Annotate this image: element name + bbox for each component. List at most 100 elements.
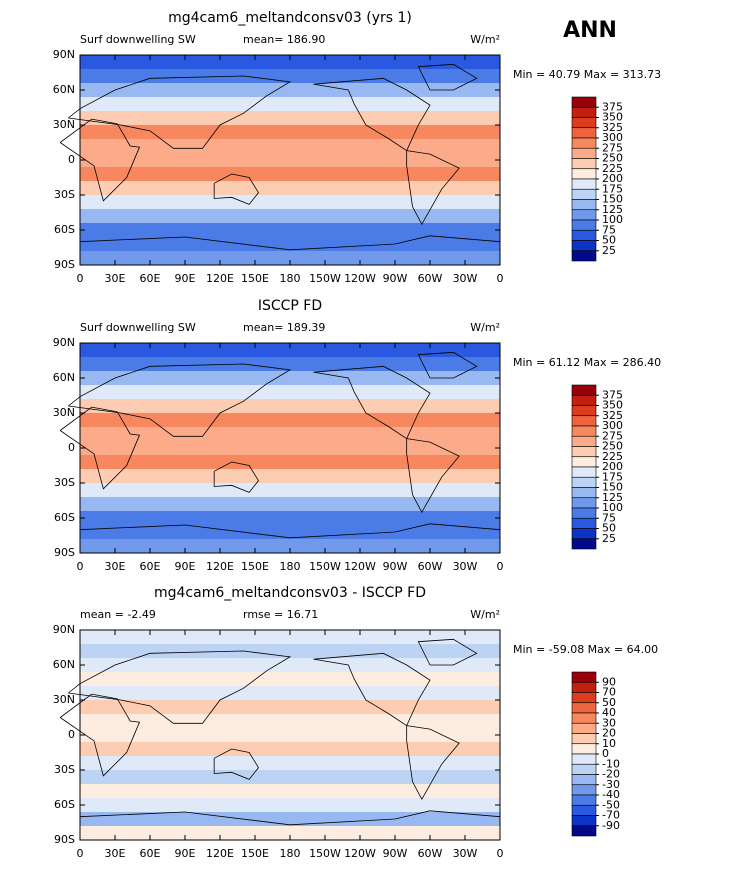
lat-label: 60S bbox=[54, 223, 75, 236]
lon-label: 60W bbox=[418, 272, 443, 285]
colorbar-label: 90 bbox=[602, 675, 616, 688]
lat-label: 90S bbox=[54, 258, 75, 271]
colorbar-label: 175 bbox=[602, 470, 623, 483]
panel-center-label: rmse = 16.71 bbox=[243, 608, 318, 621]
coastline bbox=[59, 406, 141, 490]
colorbar-label: 50 bbox=[602, 234, 616, 247]
lon-label: 30E bbox=[105, 560, 126, 573]
colorbar-box bbox=[571, 804, 597, 816]
colorbar-box bbox=[571, 209, 597, 221]
colorbar-box bbox=[571, 733, 597, 745]
colorbar-label: 200 bbox=[602, 172, 623, 185]
map-band bbox=[80, 658, 500, 673]
panel-left-label: Surf downwelling SW bbox=[80, 33, 196, 46]
lon-label: 90E bbox=[175, 272, 196, 285]
lat-label: 90N bbox=[53, 48, 75, 61]
lon-label: 90E bbox=[175, 847, 196, 860]
coastline bbox=[406, 725, 460, 800]
colorbar-label: 30 bbox=[602, 716, 616, 729]
colorbar-label: -90 bbox=[602, 819, 620, 832]
colorbar-box bbox=[571, 487, 597, 499]
lon-label: 120W bbox=[344, 560, 376, 573]
coastline bbox=[59, 693, 141, 777]
lon-label: 150W bbox=[309, 560, 341, 573]
map-band bbox=[80, 153, 500, 168]
colorbar-box bbox=[571, 794, 597, 806]
colorbar-box bbox=[571, 178, 597, 190]
colorbar-box bbox=[571, 507, 597, 519]
colorbar-label: 0 bbox=[602, 747, 609, 760]
lon-label: 180 bbox=[280, 847, 301, 860]
colorbar-box bbox=[571, 722, 597, 734]
lon-label: 60E bbox=[140, 847, 161, 860]
colorbar-label: -70 bbox=[602, 809, 620, 822]
map-band bbox=[80, 223, 500, 238]
colorbar-label: 275 bbox=[602, 429, 623, 442]
lon-label: 60W bbox=[418, 847, 443, 860]
map-band bbox=[80, 209, 500, 224]
colorbar-box bbox=[571, 476, 597, 488]
colorbar-label: 75 bbox=[602, 223, 616, 236]
colorbar-box bbox=[571, 415, 597, 427]
lon-label: 90E bbox=[175, 560, 196, 573]
colorbar-label: 300 bbox=[602, 131, 623, 144]
colorbar-label: 100 bbox=[602, 501, 623, 514]
lon-label: 150E bbox=[241, 560, 269, 573]
colorbar-box bbox=[571, 229, 597, 241]
colorbar-box bbox=[571, 384, 597, 396]
lat-label: 60N bbox=[53, 658, 75, 671]
coastline bbox=[213, 461, 259, 493]
colorbar-box bbox=[571, 456, 597, 468]
min-max-label: Min = -59.08 Max = 64.00 bbox=[513, 643, 658, 656]
panel-left-label: mean = -2.49 bbox=[80, 608, 156, 621]
colorbar-label: 50 bbox=[602, 522, 616, 535]
colorbar-label: 125 bbox=[602, 491, 623, 504]
map-band bbox=[80, 83, 500, 98]
lon-label: 120E bbox=[206, 847, 234, 860]
map-band bbox=[80, 427, 500, 442]
map-band bbox=[80, 728, 500, 743]
map-band bbox=[80, 167, 500, 182]
colorbar-box bbox=[571, 538, 597, 550]
lon-label: 0 bbox=[77, 560, 84, 573]
colorbar-box bbox=[571, 446, 597, 458]
panel-title: ISCCP FD bbox=[258, 298, 322, 314]
lon-label: 120E bbox=[206, 272, 234, 285]
colorbar-box bbox=[571, 394, 597, 406]
coastline bbox=[79, 235, 501, 251]
map-band bbox=[80, 812, 500, 827]
colorbar-box bbox=[571, 815, 597, 827]
coastline bbox=[417, 63, 478, 91]
lat-label: 90S bbox=[54, 833, 75, 846]
units-label: W/m² bbox=[470, 321, 500, 334]
lon-label: 30W bbox=[453, 847, 478, 860]
coastline bbox=[59, 118, 141, 202]
lon-label: 150W bbox=[309, 847, 341, 860]
colorbar-label: -20 bbox=[602, 768, 620, 781]
colorbar-label: 225 bbox=[602, 450, 623, 463]
lon-label: 150E bbox=[241, 272, 269, 285]
colorbar-box bbox=[571, 497, 597, 509]
colorbar-box bbox=[571, 692, 597, 704]
colorbar-label: 10 bbox=[602, 737, 616, 750]
map-band bbox=[80, 455, 500, 470]
map-band bbox=[80, 497, 500, 512]
map-band bbox=[80, 413, 500, 428]
colorbar-label: 225 bbox=[602, 162, 623, 175]
colorbar-label: 25 bbox=[602, 532, 616, 545]
map-band bbox=[80, 385, 500, 400]
map-band bbox=[80, 399, 500, 414]
panel-left-label: Surf downwelling SW bbox=[80, 321, 196, 334]
colorbar-label: 325 bbox=[602, 409, 623, 422]
lat-label: 90S bbox=[54, 546, 75, 559]
lat-label: 60S bbox=[54, 798, 75, 811]
lon-label: 0 bbox=[77, 272, 84, 285]
lon-label: 60W bbox=[418, 560, 443, 573]
coastline bbox=[79, 523, 501, 539]
map-band bbox=[80, 700, 500, 715]
lat-label: 30N bbox=[53, 693, 75, 706]
min-max-label: Min = 61.12 Max = 286.40 bbox=[513, 356, 661, 369]
colorbar-label: 175 bbox=[602, 182, 623, 195]
map-band bbox=[80, 511, 500, 526]
